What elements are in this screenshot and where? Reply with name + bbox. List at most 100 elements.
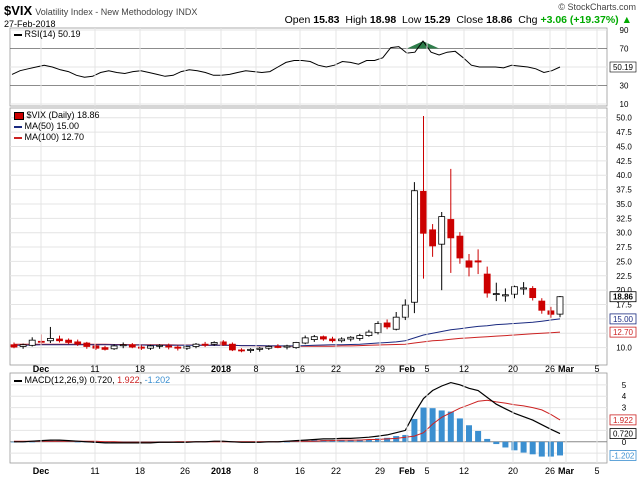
candle-body (137, 346, 145, 349)
candle (365, 329, 373, 337)
rsi-legend-label: RSI(14) 50.19 (24, 29, 81, 39)
symbol: $VIX (4, 3, 33, 18)
candle (110, 344, 118, 350)
ma100-legend-label: MA(100) 12.70 (24, 132, 85, 142)
macd-hist-bar (429, 408, 436, 442)
macd-value-label: 0.720 (613, 430, 634, 439)
macd-hist-bar (438, 410, 445, 442)
x-tick-label-mid: 8 (253, 364, 258, 374)
candle (492, 282, 500, 302)
candle (556, 296, 564, 318)
candle (265, 345, 273, 350)
candle (538, 298, 546, 314)
macd-hist-bar (420, 407, 427, 442)
candle (529, 286, 537, 301)
macd-legend: MACD(12,26,9) 0.720, 1.922, -1.202 (14, 375, 170, 385)
x-tick-label: 12 (459, 466, 469, 476)
candle-body (465, 260, 473, 268)
candle (65, 338, 72, 345)
candle-body (274, 346, 282, 348)
candle (274, 344, 282, 349)
macd-value-box (609, 414, 637, 426)
candle-body (520, 287, 527, 290)
candle (201, 341, 209, 348)
candle (347, 336, 355, 342)
price-tick-label: 30.0 (616, 229, 632, 238)
candle-body (392, 316, 400, 330)
candle (219, 340, 227, 346)
candle-body (420, 190, 427, 234)
macd-tick-label: 0 (622, 438, 627, 447)
chg-label: Chg (518, 14, 538, 26)
quote-bar: Open 15.83 High 18.98 Low 15.29 Close 18… (285, 14, 632, 26)
candle (319, 335, 327, 341)
price-tick-label: 40.0 (616, 171, 632, 180)
candle (356, 333, 364, 341)
macd-hist-bar (29, 441, 36, 443)
candle-body (492, 293, 500, 296)
x-tick-label-mid: 20 (508, 364, 518, 374)
candle (238, 348, 245, 353)
candle (128, 343, 136, 349)
price-tick-label: 35.0 (616, 200, 632, 209)
ma50-legend-swatch-icon (14, 125, 22, 128)
price-frame (9, 107, 608, 366)
price-legend-swatch-icon (14, 111, 24, 120)
macd-hist-bar (375, 438, 381, 442)
macd-legend-swatch-icon (14, 379, 22, 382)
price-tick-label: 17.5 (616, 301, 632, 310)
candle (92, 344, 100, 350)
price-legend-label: $VIX (Daily) 18.86 (26, 110, 100, 120)
x-tick-label: 11 (90, 466, 99, 476)
candle-body (156, 344, 164, 347)
rsi-last-value-box (609, 61, 637, 73)
macd-value-box (609, 450, 637, 461)
candle-body (338, 338, 346, 342)
chg-up-icon: ▲ (621, 14, 632, 26)
price-value-label: 15.00 (613, 315, 634, 324)
x-tick-label: 29 (375, 466, 385, 476)
candle (310, 334, 318, 342)
candle-body (511, 286, 518, 295)
macd-hist-bar (466, 425, 472, 442)
candle (256, 347, 264, 352)
macd-hist-bar (538, 441, 545, 457)
candle (501, 288, 509, 302)
candle (456, 232, 464, 264)
candle (56, 335, 63, 343)
x-tick-label-mid: 2018 (211, 364, 231, 374)
candle-body (56, 338, 63, 342)
macd-legend-signal: 1.922 (117, 375, 140, 385)
ma100-legend-swatch-icon (14, 136, 22, 139)
candle (137, 345, 145, 350)
price-tick-label: 25.0 (616, 257, 632, 266)
x-tick-label: 26 (545, 466, 555, 476)
macd-hist-bar (338, 440, 345, 442)
x-tick-label-mid: Feb (399, 364, 416, 374)
candle (210, 341, 218, 346)
macd-hist-bar (502, 441, 509, 448)
candle (192, 343, 200, 349)
open-value: 15.83 (313, 14, 340, 26)
macd-hist-bar (365, 439, 372, 442)
candle-body (119, 344, 127, 347)
macd-line (14, 381, 561, 444)
candle-body (210, 342, 218, 345)
candle (374, 321, 382, 335)
candle-body (356, 335, 364, 339)
price-tick-label: 45.0 (616, 142, 632, 151)
candle-body (201, 343, 209, 346)
exchange: INDX (175, 7, 198, 17)
macd-legend-prefix: MACD(12,26,9) (24, 375, 88, 385)
macd-hist-bar (384, 437, 391, 442)
price-tick-label: 42.5 (616, 157, 632, 166)
candle (465, 253, 473, 277)
x-tick-label: 5 (594, 466, 599, 476)
macd-hist-bar (475, 430, 482, 442)
macd-hist-bar (529, 441, 536, 455)
candle-body (474, 260, 482, 263)
candle (392, 312, 400, 331)
price-value-label: 18.86 (613, 293, 634, 302)
price-value-box (609, 291, 637, 303)
macd-tick-label: 4 (622, 392, 627, 401)
